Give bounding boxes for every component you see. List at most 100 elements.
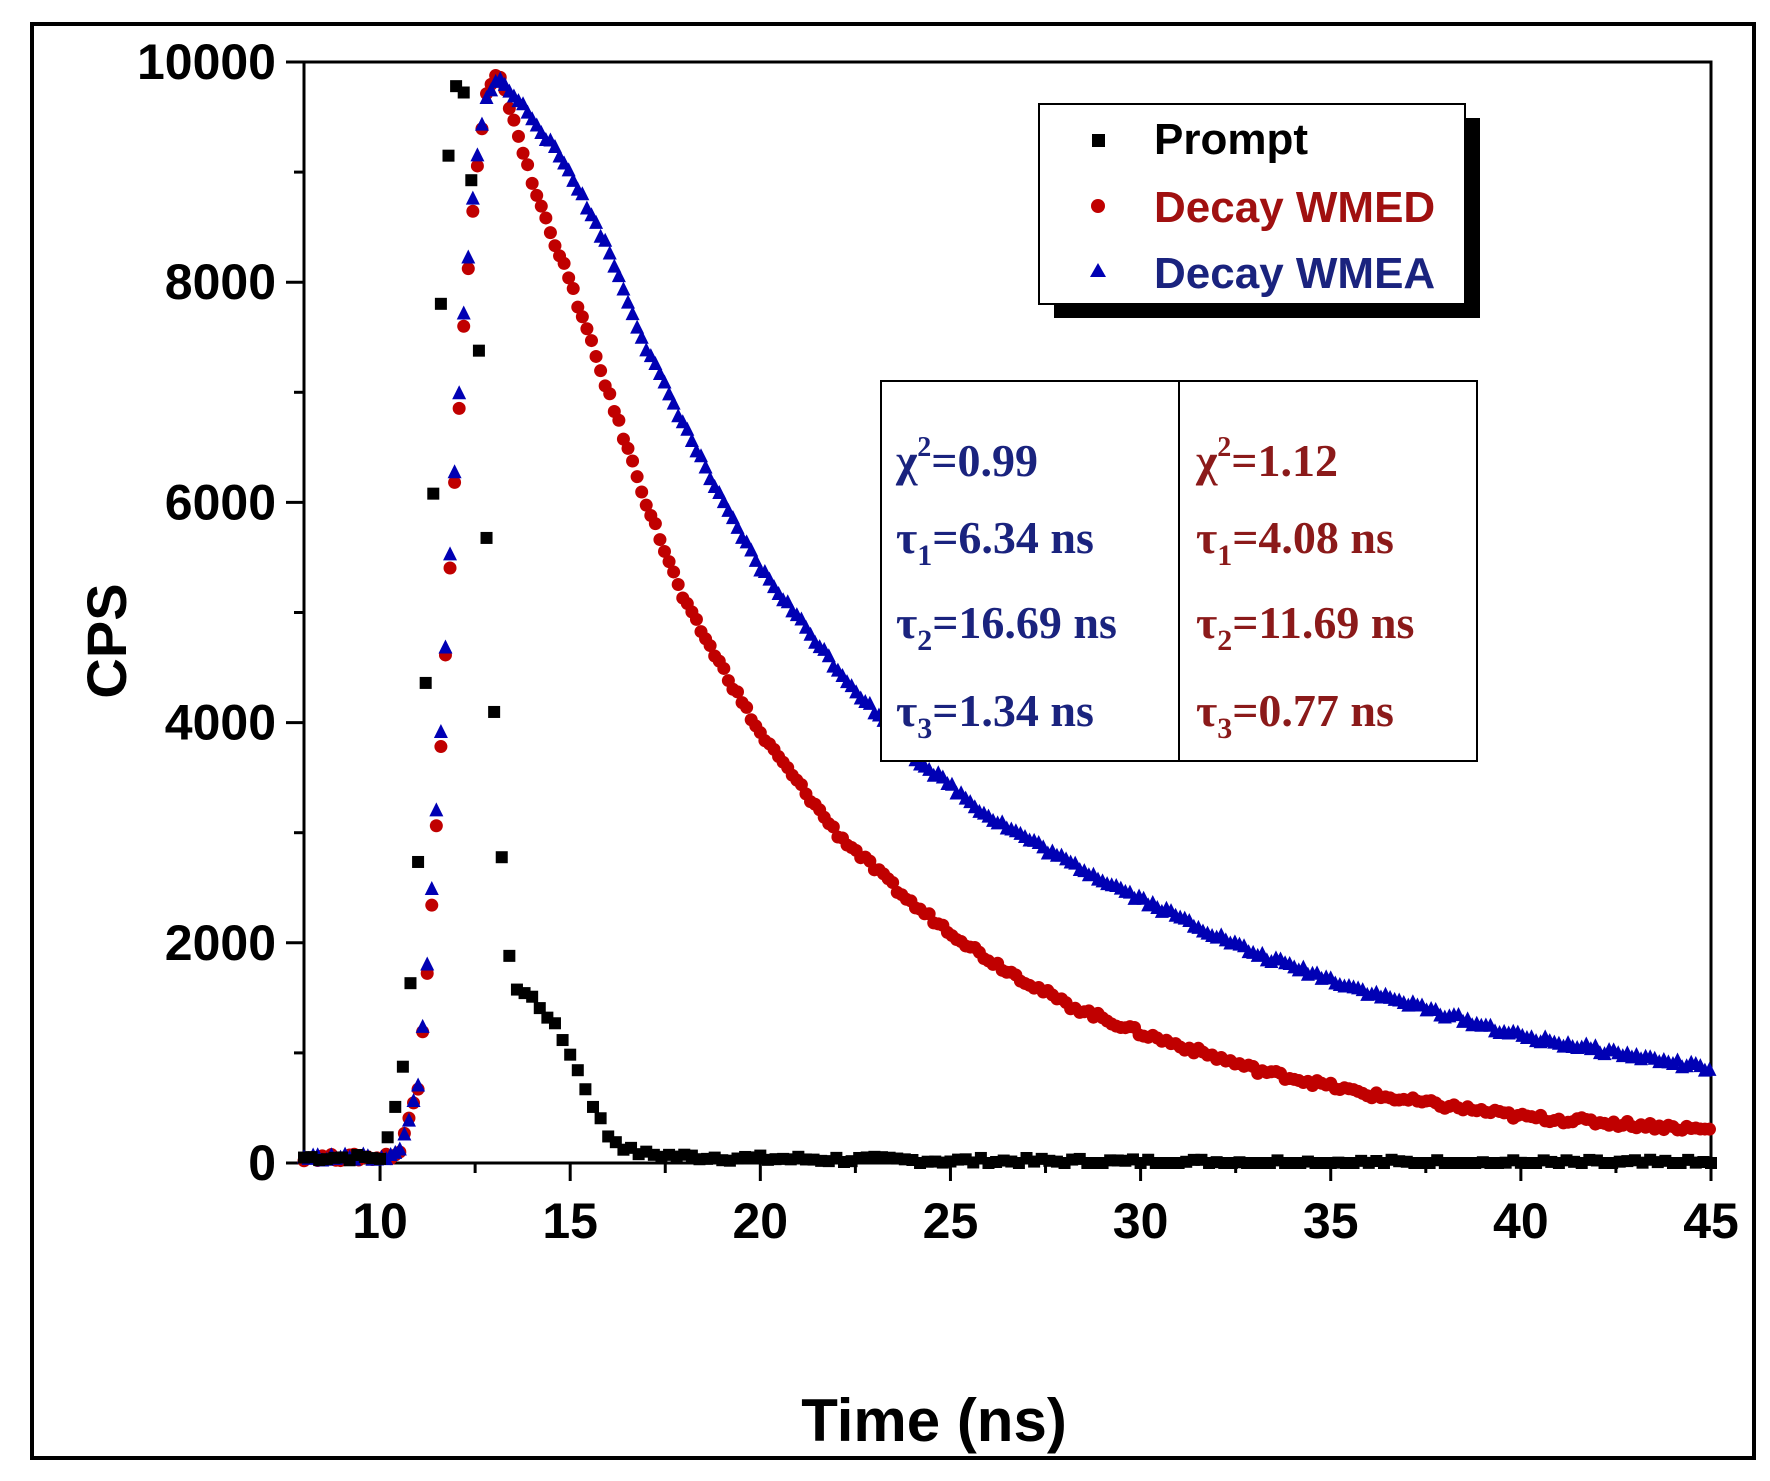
data-point-decay-wmed xyxy=(594,364,608,378)
data-point-prompt xyxy=(587,1100,600,1113)
data-point-decay-wmea xyxy=(680,421,695,436)
data-point-decay-wmed xyxy=(443,561,457,575)
data-point-prompt xyxy=(472,344,485,357)
data-point-prompt xyxy=(526,990,539,1003)
data-point-decay-wmed xyxy=(557,256,571,270)
legend: Prompt Decay WMED Decay WMEA xyxy=(1038,103,1480,318)
data-point-decay-wmed xyxy=(571,300,585,314)
data-point-decay-wmea xyxy=(406,1092,421,1107)
data-point-decay-wmed xyxy=(703,639,717,653)
data-point-decay-wmea xyxy=(602,245,617,260)
data-point-decay-wmed xyxy=(448,475,462,489)
y-tick-label: 8000 xyxy=(165,254,276,310)
data-point-decay-wmed xyxy=(507,113,521,127)
data-point-decay-wmed xyxy=(603,387,617,401)
data-point-decay-wmed xyxy=(470,159,484,173)
data-point-decay-wmea xyxy=(1702,1061,1717,1076)
legend-marker-prompt xyxy=(1092,134,1105,147)
fit-wmed-chi2: χ2=1.12 xyxy=(1195,432,1338,486)
data-point-decay-wmea xyxy=(648,356,663,371)
data-point-decay-wmed xyxy=(461,262,475,276)
data-point-prompt xyxy=(427,487,440,500)
data-point-decay-wmea xyxy=(748,552,763,567)
data-point-prompt xyxy=(495,851,508,864)
data-point-decay-wmed xyxy=(434,740,448,754)
data-point-decay-wmed xyxy=(648,517,662,531)
data-point-decay-wmed xyxy=(534,199,548,213)
data-point-decay-wmed xyxy=(516,146,530,160)
x-axis-label: Time (ns) xyxy=(801,1387,1067,1454)
data-point-decay-wmed xyxy=(826,820,840,834)
data-point-decay-wmed xyxy=(639,498,653,512)
legend-label-decay-wmed: Decay WMED xyxy=(1154,183,1435,232)
data-point-decay-wmed xyxy=(521,158,535,172)
data-point-decay-wmea xyxy=(630,319,645,334)
x-tick-label: 30 xyxy=(1113,1193,1169,1249)
data-point-decay-wmed xyxy=(429,819,443,833)
y-tick-label: 10000 xyxy=(137,34,276,90)
data-point-decay-wmed xyxy=(562,271,576,285)
data-point-decay-wmea xyxy=(465,190,480,205)
y-tick-label: 4000 xyxy=(165,695,276,751)
data-point-decay-wmed xyxy=(653,533,667,547)
data-point-decay-wmea xyxy=(452,385,467,400)
data-point-decay-wmea xyxy=(456,305,471,320)
x-tick-label: 25 xyxy=(923,1193,979,1249)
data-point-prompt xyxy=(374,1152,387,1165)
x-tick-label: 10 xyxy=(352,1193,408,1249)
data-point-decay-wmea xyxy=(634,329,649,344)
data-point-decay-wmea xyxy=(401,1112,416,1127)
data-point-decay-wmed xyxy=(584,334,598,348)
data-point-decay-wmed xyxy=(662,555,676,569)
data-point-decay-wmea xyxy=(461,249,476,264)
data-point-decay-wmed xyxy=(575,310,589,324)
data-point-decay-wmea xyxy=(589,214,604,229)
data-point-decay-wmea xyxy=(598,232,613,247)
data-point-decay-wmea xyxy=(694,448,709,463)
y-tick-labels: 0 2000 4000 6000 8000 10000 xyxy=(137,34,276,1191)
data-point-prompt xyxy=(1020,1151,1033,1164)
data-point-decay-wmea xyxy=(484,82,499,97)
data-point-decay-wmea xyxy=(575,186,590,201)
data-point-decay-wmed xyxy=(740,700,754,714)
y-tick-label: 6000 xyxy=(165,474,276,530)
data-point-decay-wmea xyxy=(730,519,745,534)
data-point-decay-wmea xyxy=(744,542,759,557)
data-point-decay-wmea xyxy=(698,459,713,474)
data-point-decay-wmea xyxy=(447,464,462,479)
data-point-decay-wmea xyxy=(616,281,631,296)
data-point-decay-wmea xyxy=(470,147,485,162)
x-tick-label: 45 xyxy=(1683,1193,1739,1249)
y-axis-label: CPS xyxy=(75,583,138,698)
data-point-decay-wmed xyxy=(539,211,553,225)
data-point-decay-wmea xyxy=(392,1141,407,1156)
data-point-decay-wmea xyxy=(716,494,731,509)
x-tick-labels: 10 15 20 25 30 35 40 45 xyxy=(352,1193,1739,1249)
data-point-decay-wmea xyxy=(666,395,681,410)
data-point-prompt xyxy=(503,949,516,962)
y-tick-label: 0 xyxy=(248,1135,276,1191)
data-point-decay-wmea xyxy=(821,648,836,663)
data-point-prompt xyxy=(1705,1157,1717,1169)
data-point-prompt xyxy=(480,531,493,544)
data-point-prompt xyxy=(594,1112,607,1125)
fit-wmea-tau2: τ2=16.69 ns xyxy=(896,597,1117,657)
data-point-decay-wmea xyxy=(420,956,435,971)
y-tick-label: 2000 xyxy=(165,915,276,971)
decay-chart: 10 15 20 25 30 35 40 45 0200040006000800010000 … xyxy=(75,34,1739,1454)
data-point-decay-wmea xyxy=(433,723,448,738)
data-point-decay-wmed xyxy=(466,204,480,218)
data-point-decay-wmea xyxy=(411,1077,426,1092)
data-point-decay-wmed xyxy=(630,470,644,484)
fit-results-table: χ2=0.99 τ1=6.34 ns τ2=16.69 ns τ3=1.34 n… xyxy=(880,380,1478,762)
data-point-prompt xyxy=(404,977,417,990)
data-point-prompt xyxy=(548,1017,561,1030)
data-point-prompt xyxy=(457,86,470,99)
data-point-decay-wmea xyxy=(566,172,581,187)
data-point-decay-wmea xyxy=(561,162,576,177)
data-point-decay-wmea xyxy=(607,258,622,273)
data-point-decay-wmea xyxy=(611,268,626,283)
data-point-decay-wmea xyxy=(438,639,453,654)
fit-wmed-tau3: τ3=0.77 ns xyxy=(1196,685,1394,745)
data-point-decay-wmed xyxy=(657,544,671,558)
